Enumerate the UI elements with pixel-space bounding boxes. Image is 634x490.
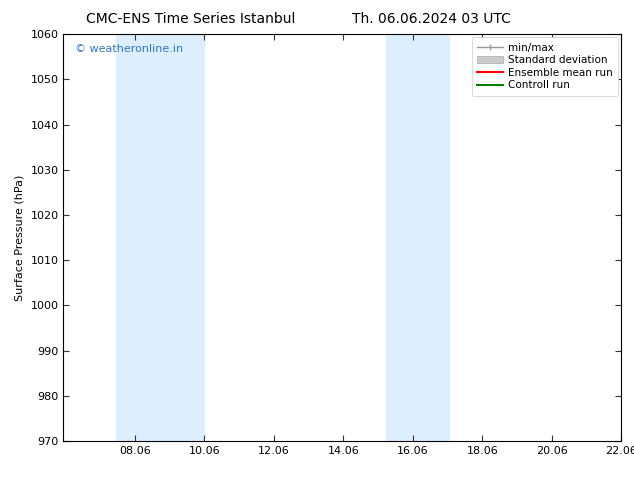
Legend: min/max, Standard deviation, Ensemble mean run, Controll run: min/max, Standard deviation, Ensemble me… bbox=[472, 37, 618, 96]
Y-axis label: Surface Pressure (hPa): Surface Pressure (hPa) bbox=[15, 174, 25, 301]
Text: Th. 06.06.2024 03 UTC: Th. 06.06.2024 03 UTC bbox=[352, 12, 510, 26]
Text: © weatheronline.in: © weatheronline.in bbox=[75, 45, 183, 54]
Text: CMC-ENS Time Series Istanbul: CMC-ENS Time Series Istanbul bbox=[86, 12, 295, 26]
Bar bbox=[387, 34, 449, 441]
Bar bbox=[115, 34, 204, 441]
